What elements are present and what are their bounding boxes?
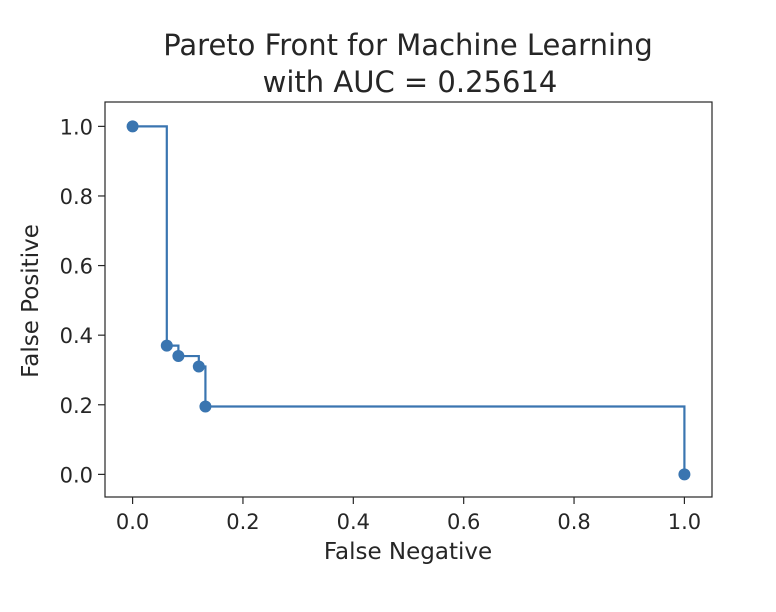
y-axis-label: False Positive bbox=[18, 224, 44, 378]
x-tick-label: 0.0 bbox=[116, 510, 149, 534]
x-tick-label: 0.8 bbox=[557, 510, 590, 534]
series-step-line bbox=[132, 125, 686, 475]
y-tick-label: 0.0 bbox=[60, 463, 93, 487]
data-point bbox=[172, 350, 185, 363]
x-tick-label: 1.0 bbox=[668, 510, 701, 534]
plot-frame bbox=[104, 101, 713, 498]
x-tick-label: 0.2 bbox=[226, 510, 259, 534]
x-tick-label: 0.6 bbox=[447, 510, 480, 534]
data-point bbox=[678, 468, 691, 481]
data-point bbox=[126, 120, 139, 133]
x-tick-label: 0.4 bbox=[337, 510, 370, 534]
data-point bbox=[160, 339, 173, 352]
y-tick-label: 0.4 bbox=[60, 324, 93, 348]
chart-title: Pareto Front for Machine Learning bbox=[163, 28, 653, 62]
y-tick-label: 0.8 bbox=[60, 185, 93, 209]
plot-area bbox=[104, 101, 713, 498]
data-point bbox=[192, 360, 205, 373]
y-tick-label: 0.6 bbox=[60, 255, 93, 279]
x-axis-label: False Negative bbox=[324, 539, 492, 565]
y-tick-label: 1.0 bbox=[60, 115, 93, 139]
chart-subtitle: with AUC = 0.25614 bbox=[263, 65, 558, 99]
data-point bbox=[199, 400, 212, 413]
y-tick-label: 0.2 bbox=[60, 394, 93, 418]
axis-ticks: 0.0 0.2 0.4 0.6 0.8 1.0 0.0 0.2 0.4 0.6 0.8 1.0 bbox=[60, 115, 702, 534]
